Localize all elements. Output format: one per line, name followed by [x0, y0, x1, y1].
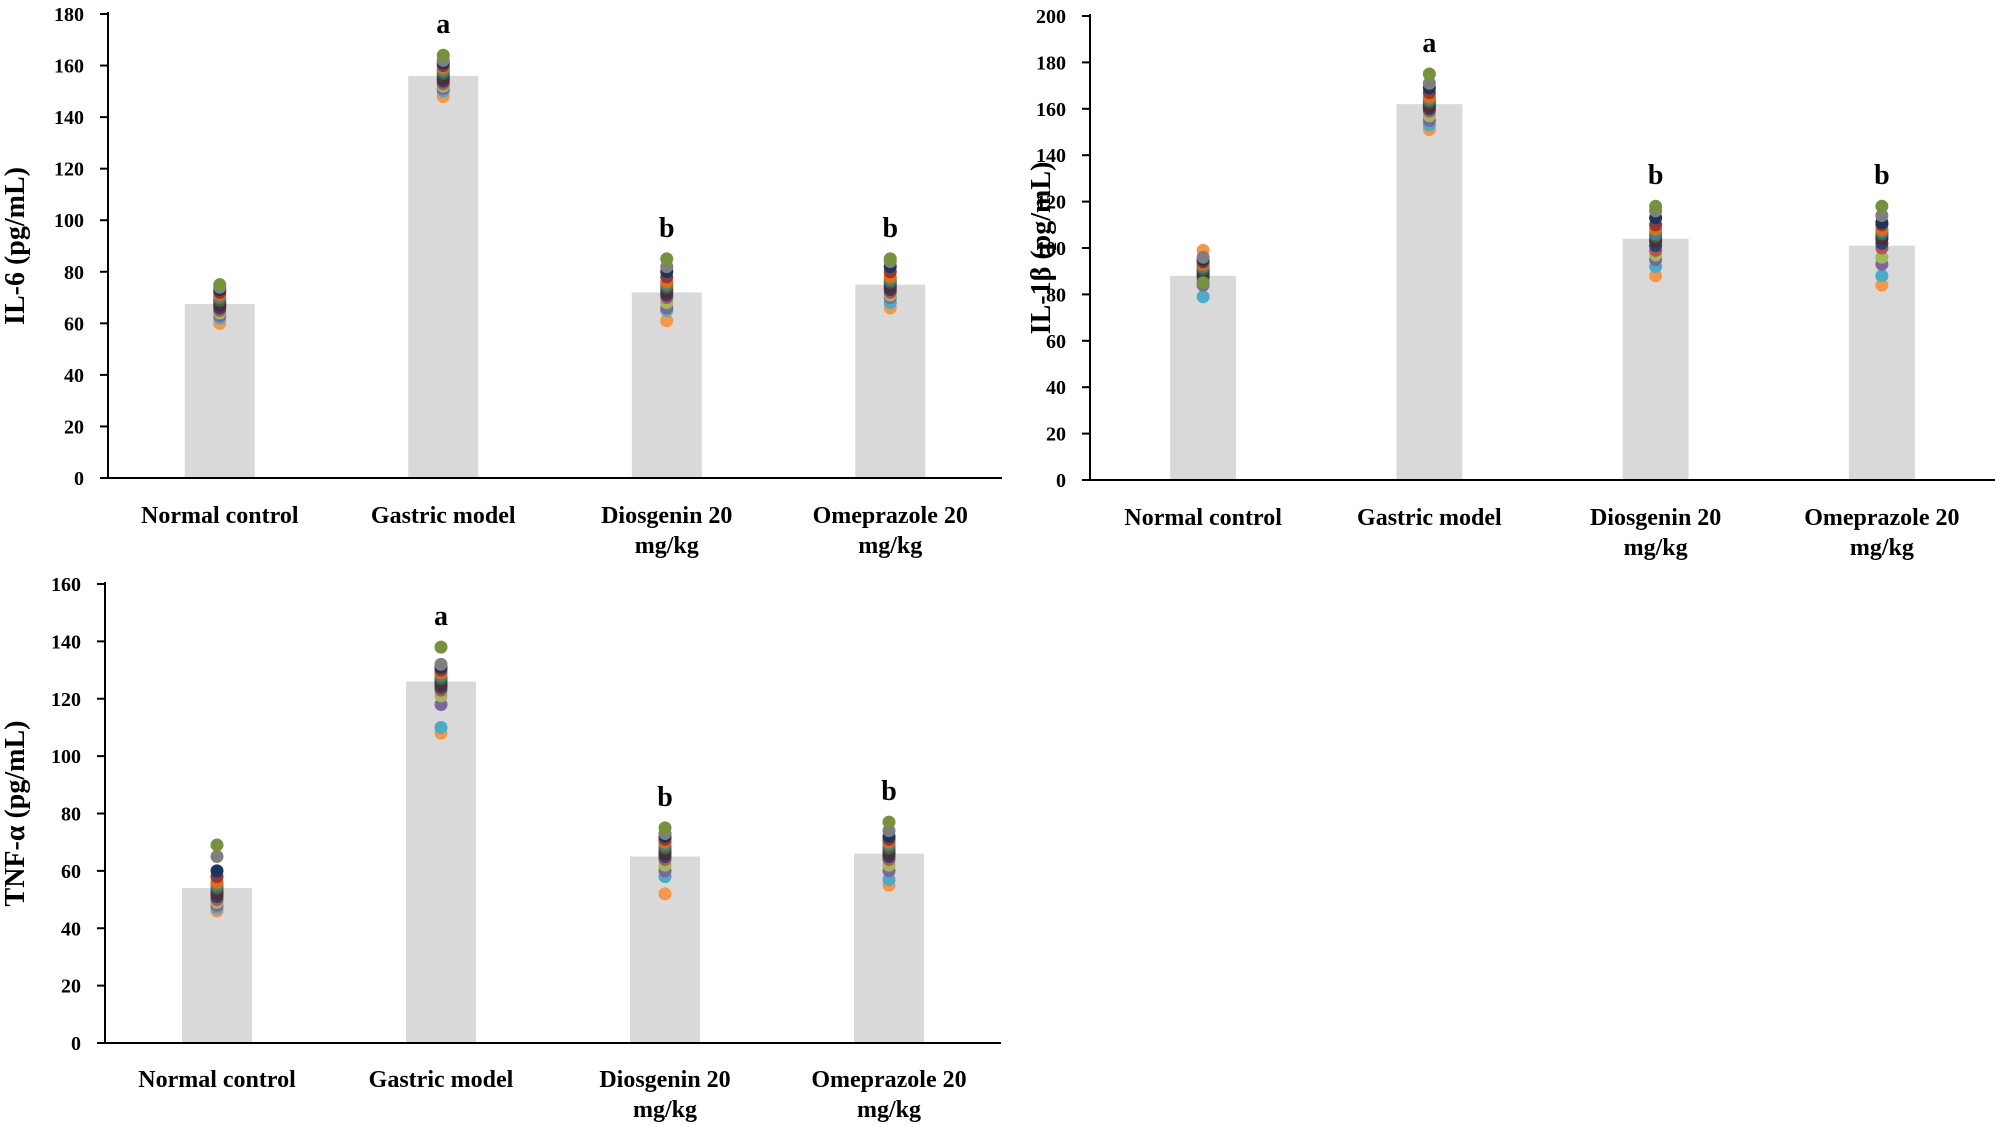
data-point — [882, 815, 896, 829]
x-category-label: Gastric model — [371, 503, 516, 529]
y-tick-label: 0 — [71, 1033, 81, 1055]
y-tick-label: 80 — [61, 804, 81, 826]
significance-label: b — [1648, 160, 1664, 191]
data-point — [1875, 199, 1889, 213]
y-tick-label: 40 — [61, 918, 81, 940]
data-point — [1875, 269, 1889, 283]
y-axis-title: IL-6 (pg/mL) — [0, 167, 31, 325]
x-category-label: Normal control — [138, 1067, 296, 1093]
x-category-label: mg/kg — [1624, 535, 1688, 561]
bar-1 — [406, 681, 476, 1043]
y-tick-label: 100 — [51, 746, 81, 768]
x-category-label: Omeprazole 20 — [813, 503, 968, 529]
data-point — [1422, 67, 1436, 81]
y-tick-label: 160 — [54, 56, 84, 78]
y-tick-label: 120 — [54, 159, 84, 181]
x-category-label: Diosgenin 20 — [601, 503, 732, 529]
y-tick-label: 0 — [74, 468, 84, 490]
significance-label: b — [657, 782, 673, 813]
data-point — [1875, 278, 1889, 292]
data-point — [1196, 290, 1210, 304]
bar-1 — [408, 75, 479, 478]
bar-0 — [184, 304, 255, 478]
data-point — [883, 252, 897, 266]
x-category-label: Omeprazole 20 — [811, 1067, 966, 1093]
x-category-label: mg/kg — [1850, 535, 1914, 561]
y-tick-label: 140 — [51, 631, 81, 653]
y-tick-label: 160 — [51, 574, 81, 596]
x-category-label: mg/kg — [635, 533, 699, 559]
x-category-label: mg/kg — [857, 1097, 921, 1123]
y-tick-label: 120 — [1036, 192, 1066, 214]
y-tick-label: 20 — [64, 416, 84, 438]
data-point — [210, 850, 224, 864]
data-point — [434, 720, 448, 734]
y-tick-label: 20 — [61, 976, 81, 998]
y-tick-label: 60 — [61, 861, 81, 883]
y-tick-label: 40 — [1046, 377, 1066, 399]
y-tick-label: 80 — [64, 262, 84, 284]
bar-0 — [1170, 275, 1237, 480]
data-point — [436, 48, 450, 62]
significance-label: a — [436, 9, 450, 40]
x-category-label: Diosgenin 20 — [1590, 505, 1721, 531]
bar-3 — [855, 284, 926, 478]
bar-2 — [630, 856, 700, 1043]
y-tick-label: 180 — [1036, 52, 1066, 74]
y-tick-label: 100 — [1036, 238, 1066, 260]
x-category-label: Normal control — [1124, 505, 1282, 531]
y-tick-label: 140 — [1036, 145, 1066, 167]
data-point — [434, 640, 448, 654]
data-point — [658, 821, 672, 835]
data-point — [213, 278, 227, 292]
y-tick-label: 100 — [54, 210, 84, 232]
bar-1 — [1396, 104, 1463, 480]
x-category-label: Diosgenin 20 — [599, 1067, 730, 1093]
y-tick-label: 120 — [51, 689, 81, 711]
data-point — [210, 838, 224, 852]
il6-chart-panel: 0 20 40 60 80 100 120 140 160 180 Normal control Ga… — [0, 4, 1002, 559]
data-point — [660, 252, 674, 266]
x-category-label: Gastric model — [369, 1067, 514, 1093]
y-tick-label: 0 — [1056, 470, 1066, 492]
x-category-label: mg/kg — [858, 533, 922, 559]
y-tick-label: 200 — [1036, 6, 1066, 28]
data-point — [1875, 209, 1889, 223]
significance-label: b — [882, 213, 898, 244]
data-point — [1875, 250, 1889, 264]
y-tick-label: 60 — [64, 313, 84, 335]
y-tick-label: 80 — [1046, 284, 1066, 306]
data-point — [658, 887, 672, 901]
y-tick-label: 60 — [1046, 331, 1066, 353]
y-tick-label: 180 — [54, 4, 84, 26]
y-axis-title: TNF-α (pg/mL) — [0, 721, 31, 907]
data-point — [1422, 76, 1436, 90]
x-category-label: Gastric model — [1357, 505, 1502, 531]
y-axis-title: IL-1β (pg/mL) — [1026, 162, 1057, 335]
significance-label: b — [1874, 160, 1890, 191]
x-category-label: Omeprazole 20 — [1804, 505, 1959, 531]
data-point — [1649, 269, 1663, 283]
y-tick-label: 160 — [1036, 99, 1066, 121]
data-point — [434, 657, 448, 671]
data-point — [210, 864, 224, 878]
data-point — [1196, 276, 1210, 290]
significance-label: b — [659, 213, 675, 244]
significance-label: a — [1422, 28, 1436, 59]
x-category-label: mg/kg — [633, 1097, 697, 1123]
significance-label: b — [881, 776, 897, 807]
y-tick-label: 40 — [64, 365, 84, 387]
il1b-chart-panel: 0 20 40 60 80 100 120 140 160 180 200 Normal contro… — [1026, 6, 1995, 561]
significance-label: a — [434, 601, 448, 632]
y-tick-label: 20 — [1046, 424, 1066, 446]
x-category-label: Normal control — [141, 503, 299, 529]
tnfa-chart-panel: 0 20 40 60 80 100 120 140 160 Normal control Gastr… — [0, 574, 1001, 1123]
data-point — [1649, 199, 1663, 213]
data-point — [660, 314, 674, 328]
data-point — [1196, 250, 1210, 264]
y-tick-label: 140 — [54, 107, 84, 129]
